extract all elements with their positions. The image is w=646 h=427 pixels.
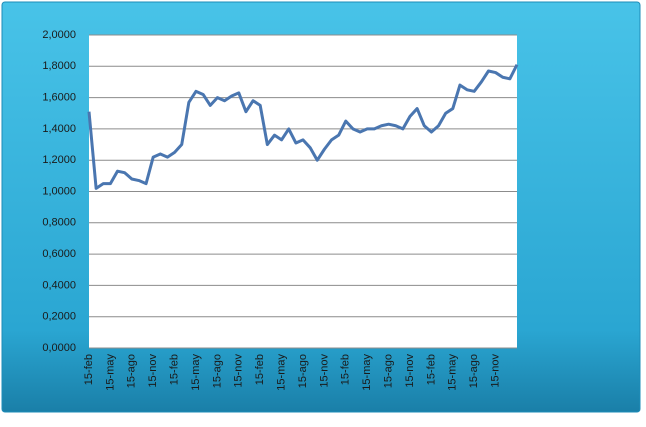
x-tick-label: 15-feb [169,354,181,385]
x-tick-label: 15-feb [425,354,437,385]
x-tick-label: 15-may [276,354,288,391]
x-tick-label: 15-ago [297,354,309,388]
x-tick-label: 15-nov [490,354,502,388]
x-tick-label: 15-may [361,354,373,391]
x-tick-label: 15-may [447,354,459,391]
y-tick-label: 0,8000 [42,217,76,229]
x-tick-label: 15-feb [254,354,266,385]
x-tick-label: 15-nov [318,354,330,388]
x-tick-label: 15-ago [126,354,138,388]
x-tick-label: 15-may [190,354,202,391]
x-tick-label: 15-ago [468,354,480,388]
y-tick-label: 1,0000 [42,185,76,197]
y-tick-label: 1,4000 [42,123,76,135]
data-line [87,64,519,190]
x-tick-label: 15-feb [340,354,352,385]
y-tick-label: 0,2000 [42,311,76,323]
x-tick-label: 15-ago [383,354,395,388]
x-tick-label: 15-nov [147,354,159,388]
y-tick-label: 2,0000 [42,29,76,41]
x-tick-label: 15-nov [404,354,416,388]
y-tick-label: 0,4000 [42,279,76,291]
x-tick-label: 15-may [104,354,116,391]
y-tick-label: 1,2000 [42,154,76,166]
y-tick-label: 1,8000 [42,60,76,72]
y-tick-label: 1,6000 [42,92,76,104]
x-tick-label: 15-feb [83,354,95,385]
x-tick-label: 15-ago [211,354,223,388]
y-tick-label: 0,6000 [42,248,76,260]
y-tick-label: 0,0000 [42,342,76,354]
x-tick-label: 15-nov [233,354,245,388]
